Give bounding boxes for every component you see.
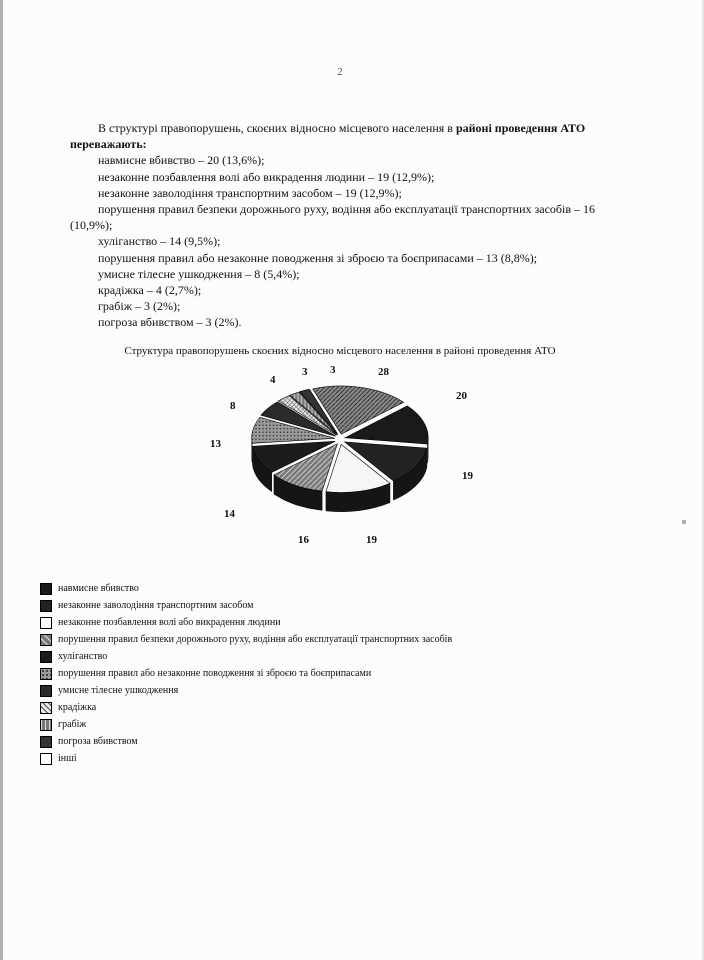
pie-value-label: 19 bbox=[366, 533, 377, 548]
legend-label: навмисне вбивство bbox=[58, 581, 139, 597]
pie-chart: 28 20 19 19 16 14 13 8 4 3 3 bbox=[180, 365, 500, 565]
legend-label: грабіж bbox=[58, 717, 86, 733]
intro-text-plain: В структурі правопорушень, скоєних відно… bbox=[98, 121, 456, 135]
legend-item: інші bbox=[40, 751, 610, 767]
bullet-line: погроза вбивством – 3 (2%). bbox=[70, 314, 610, 330]
legend-label: хуліганство bbox=[58, 649, 107, 665]
legend-item: незаконне заволодіння транспортним засоб… bbox=[40, 598, 610, 614]
bullet-line: грабіж – 3 (2%); bbox=[70, 298, 610, 314]
bullet-line: порушення правил безпеки дорожнього руху… bbox=[70, 201, 610, 233]
pie-value-label: 19 bbox=[462, 469, 473, 484]
legend-swatch-icon bbox=[40, 685, 52, 697]
chart-legend: навмисне вбивствонезаконне заволодіння т… bbox=[40, 581, 610, 767]
legend-swatch-icon bbox=[40, 668, 52, 680]
bullet-list: навмисне вбивство – 20 (13,6%);незаконне… bbox=[70, 152, 610, 330]
chart-title: Структура правопорушень скоєних відносно… bbox=[110, 344, 570, 359]
legend-item: порушення правил безпеки дорожнього руху… bbox=[40, 632, 610, 648]
scan-speck bbox=[682, 520, 686, 524]
legend-swatch-icon bbox=[40, 651, 52, 663]
legend-item: порушення правил або незаконне поводженн… bbox=[40, 666, 610, 682]
pie-value-label: 8 bbox=[230, 399, 236, 414]
legend-item: умисне тілесне ушкодження bbox=[40, 683, 610, 699]
legend-item: погроза вбивством bbox=[40, 734, 610, 750]
legend-label: порушення правил або незаконне поводженн… bbox=[58, 666, 371, 682]
legend-swatch-icon bbox=[40, 583, 52, 595]
pie-value-label: 20 bbox=[456, 389, 467, 404]
page-number: 2 bbox=[70, 65, 610, 80]
bullet-line: незаконне позбавлення волі або викраденн… bbox=[70, 169, 610, 185]
legend-item: грабіж bbox=[40, 717, 610, 733]
page-body: 2 В структурі правопорушень, скоєних від… bbox=[70, 120, 610, 768]
pie-value-label: 16 bbox=[298, 533, 309, 548]
legend-item: навмисне вбивство bbox=[40, 581, 610, 597]
bullet-line: умисне тілесне ушкодження – 8 (5,4%); bbox=[70, 266, 610, 282]
legend-label: незаконне заволодіння транспортним засоб… bbox=[58, 598, 253, 614]
bullet-line: крадіжка – 4 (2,7%); bbox=[70, 282, 610, 298]
legend-item: незаконне позбавлення волі або викраденн… bbox=[40, 615, 610, 631]
pie-value-label: 4 bbox=[270, 373, 276, 388]
legend-item: хуліганство bbox=[40, 649, 610, 665]
intro-paragraph: В структурі правопорушень, скоєних відно… bbox=[70, 120, 610, 152]
pie-svg bbox=[230, 385, 450, 525]
legend-swatch-icon bbox=[40, 702, 52, 714]
pie-value-label: 13 bbox=[210, 437, 221, 452]
scan-edge-left bbox=[0, 0, 3, 960]
bullet-line: порушення правил або незаконне поводженн… bbox=[70, 250, 610, 266]
legend-label: погроза вбивством bbox=[58, 734, 138, 750]
legend-swatch-icon bbox=[40, 600, 52, 612]
legend-label: інші bbox=[58, 751, 77, 767]
legend-label: порушення правил безпеки дорожнього руху… bbox=[58, 632, 452, 648]
legend-label: незаконне позбавлення волі або викраденн… bbox=[58, 615, 281, 631]
bullet-line: навмисне вбивство – 20 (13,6%); bbox=[70, 152, 610, 168]
legend-item: крадіжка bbox=[40, 700, 610, 716]
legend-label: умисне тілесне ушкодження bbox=[58, 683, 178, 699]
legend-label: крадіжка bbox=[58, 700, 96, 716]
legend-swatch-icon bbox=[40, 617, 52, 629]
pie-value-label: 14 bbox=[224, 507, 235, 522]
pie-value-label: 28 bbox=[378, 365, 389, 380]
pie-value-label: 3 bbox=[330, 363, 336, 378]
bullet-line: незаконне заволодіння транспортним засоб… bbox=[70, 185, 610, 201]
legend-swatch-icon bbox=[40, 736, 52, 748]
legend-swatch-icon bbox=[40, 719, 52, 731]
legend-swatch-icon bbox=[40, 753, 52, 765]
bullet-line: хуліганство – 14 (9,5%); bbox=[70, 233, 610, 249]
legend-swatch-icon bbox=[40, 634, 52, 646]
pie-value-label: 3 bbox=[302, 365, 308, 380]
